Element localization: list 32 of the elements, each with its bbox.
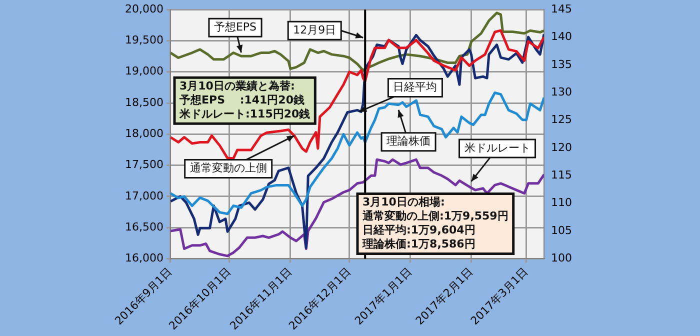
annotation: 米ドルレート xyxy=(464,141,530,154)
y2-tick-label: 120 xyxy=(551,140,572,154)
y2-tick-label: 125 xyxy=(551,113,572,126)
y2-tick-label: 145 xyxy=(551,2,572,16)
annotation: 米ドルレート:115円20銭 xyxy=(178,107,310,120)
annotation: 日経平均:1万9,604円 xyxy=(362,224,476,237)
annotation: 予想EPS xyxy=(214,20,257,34)
annotation: 理論株価 xyxy=(386,134,431,148)
y-tick-label: 19,500 xyxy=(124,34,164,47)
y-tick-label: 17,000 xyxy=(124,189,164,202)
annotation: 日経平均 xyxy=(393,80,438,94)
annotation: 3月10日の相場: xyxy=(362,196,445,209)
annotation: 通常変動の上側:1万9,559円 xyxy=(361,210,508,223)
y2-tick-label: 140 xyxy=(551,30,572,44)
y2-tick-label: 100 xyxy=(551,252,572,265)
annotation: 3月10日の業績と為替: xyxy=(179,79,295,92)
y2-tick-label: 115 xyxy=(551,168,572,182)
annotation: 理論株価:1万8,586円 xyxy=(361,238,476,251)
y-tick-label: 16,500 xyxy=(124,220,164,234)
annotation: 通常変動の上側 xyxy=(190,162,267,175)
y2-tick-label: 135 xyxy=(551,58,572,71)
y-tick-label: 18,000 xyxy=(124,127,164,140)
y-tick-label: 19,000 xyxy=(124,64,164,78)
y2-tick-label: 110 xyxy=(551,196,572,210)
annotation: 予想EPS :141円20銭 xyxy=(178,93,304,106)
y-tick-label: 18,500 xyxy=(124,96,164,109)
ref-line-label: 12月9日 xyxy=(293,23,336,36)
y-tick-label: 16,000 xyxy=(124,252,164,265)
y2-tick-label: 130 xyxy=(551,85,572,98)
y2-tick-label: 105 xyxy=(551,224,572,237)
y-tick-label: 17,500 xyxy=(124,158,164,172)
y-tick-label: 20,000 xyxy=(124,2,164,16)
